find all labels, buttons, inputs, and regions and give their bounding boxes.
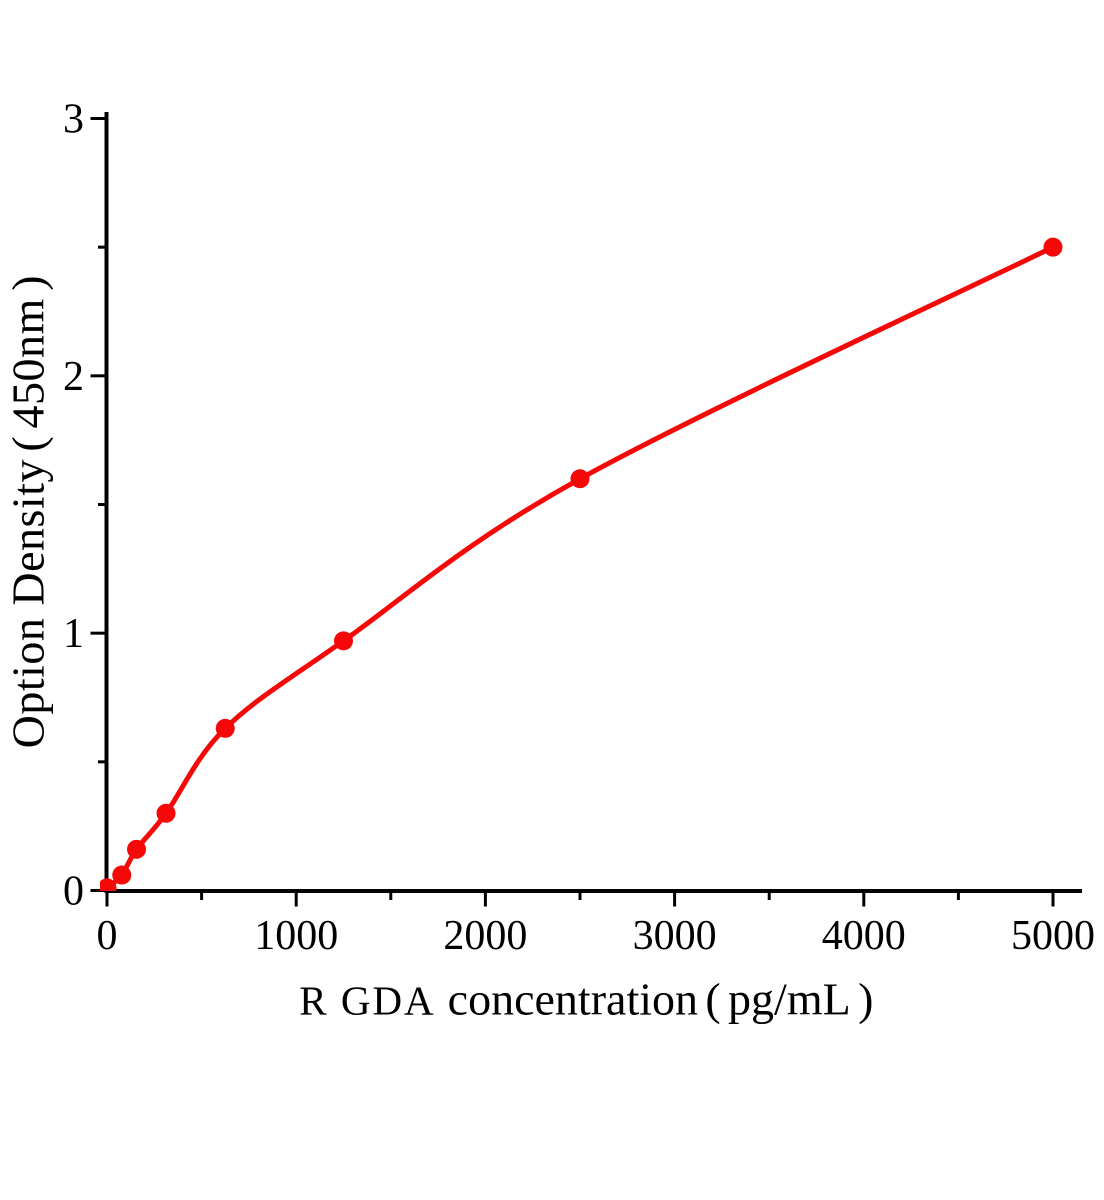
x-axis-title-prefix: R GDA <box>299 977 436 1024</box>
x-tick-label: 1000 <box>254 913 338 959</box>
y-tick-labels: 0 1 2 3 <box>63 97 84 915</box>
x-tick-label: 0 <box>97 913 118 959</box>
data-point <box>112 865 132 885</box>
axes <box>104 112 1082 893</box>
data-point <box>100 878 117 891</box>
x-tick-label: 3000 <box>633 913 717 959</box>
standard-curve-line <box>105 244 1055 890</box>
data-point <box>1043 237 1063 257</box>
x-axis-title-rest: concentration(pg/mL) <box>447 973 874 1025</box>
x-tick-label: 4000 <box>822 913 906 959</box>
y-tick-label: 3 <box>63 97 84 143</box>
x-axis-title: R GDA concentration(pg/mL) <box>299 973 881 1026</box>
data-point <box>334 631 353 651</box>
x-tick-label: 2000 <box>443 913 527 959</box>
data-point <box>215 718 235 738</box>
y-tick-label: 1 <box>63 611 84 657</box>
data-points <box>100 237 1063 891</box>
y-tick-label: 0 <box>63 869 84 915</box>
y-axis-title: Option Density(450nm) <box>2 268 55 749</box>
data-point <box>570 469 590 489</box>
y-tick-label: 2 <box>63 354 84 400</box>
y-axis-title-text: Option Density(450nm) <box>2 274 54 749</box>
axis-ticks <box>90 117 1055 907</box>
x-tick-labels: 0 1000 2000 3000 4000 5000 <box>97 913 1096 959</box>
data-point <box>127 839 147 859</box>
data-point <box>156 803 176 823</box>
x-tick-label: 5000 <box>1011 913 1095 959</box>
